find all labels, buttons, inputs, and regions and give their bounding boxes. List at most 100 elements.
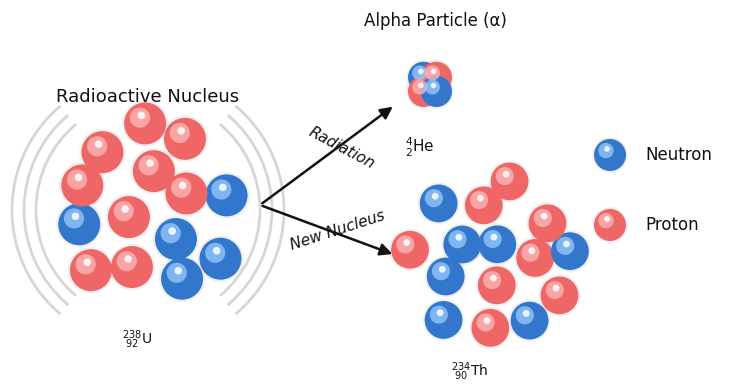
Circle shape xyxy=(511,302,548,339)
Circle shape xyxy=(413,66,428,80)
Text: $^{4}_{2}$He: $^{4}_{2}$He xyxy=(405,136,434,159)
Circle shape xyxy=(484,230,502,248)
Circle shape xyxy=(478,266,516,304)
Text: Alpha Particle (α): Alpha Particle (α) xyxy=(364,12,506,30)
Circle shape xyxy=(477,195,484,201)
Circle shape xyxy=(455,234,462,241)
Circle shape xyxy=(420,185,458,222)
Circle shape xyxy=(164,118,206,160)
Circle shape xyxy=(153,217,199,262)
Circle shape xyxy=(80,129,125,175)
Circle shape xyxy=(490,234,497,240)
Circle shape xyxy=(413,80,428,95)
Circle shape xyxy=(419,74,453,108)
Circle shape xyxy=(83,258,91,266)
Circle shape xyxy=(419,183,459,224)
Circle shape xyxy=(514,237,556,278)
Circle shape xyxy=(551,232,589,270)
Circle shape xyxy=(160,223,181,243)
Text: Proton: Proton xyxy=(645,216,699,234)
Circle shape xyxy=(432,193,439,200)
Circle shape xyxy=(211,179,232,200)
Circle shape xyxy=(430,69,436,74)
Circle shape xyxy=(59,163,105,208)
Circle shape xyxy=(56,201,102,247)
Circle shape xyxy=(439,266,446,273)
Circle shape xyxy=(421,76,452,107)
Circle shape xyxy=(213,247,220,254)
Circle shape xyxy=(408,76,440,107)
Circle shape xyxy=(496,167,514,185)
Circle shape xyxy=(425,256,466,297)
Circle shape xyxy=(442,224,483,265)
Circle shape xyxy=(219,184,226,191)
Circle shape xyxy=(563,240,570,247)
Circle shape xyxy=(161,258,203,300)
Circle shape xyxy=(546,281,564,299)
Circle shape xyxy=(604,146,610,152)
Circle shape xyxy=(155,218,197,260)
Circle shape xyxy=(516,306,534,324)
Circle shape xyxy=(425,66,440,80)
Circle shape xyxy=(198,236,243,281)
Circle shape xyxy=(146,159,154,167)
Circle shape xyxy=(75,174,82,181)
Circle shape xyxy=(108,196,150,238)
Circle shape xyxy=(465,186,503,224)
Circle shape xyxy=(539,275,580,316)
Circle shape xyxy=(406,61,440,94)
Circle shape xyxy=(423,300,464,340)
Circle shape xyxy=(166,263,187,283)
Circle shape xyxy=(124,102,166,144)
Circle shape xyxy=(529,247,536,254)
Circle shape xyxy=(408,62,440,93)
Circle shape xyxy=(490,275,496,281)
Circle shape xyxy=(448,230,466,248)
Circle shape xyxy=(523,310,530,317)
Circle shape xyxy=(534,209,552,227)
Circle shape xyxy=(521,244,539,262)
Circle shape xyxy=(427,257,464,295)
Circle shape xyxy=(443,225,482,263)
Circle shape xyxy=(133,150,175,192)
Circle shape xyxy=(162,116,208,161)
Circle shape xyxy=(392,231,429,269)
Circle shape xyxy=(592,208,627,242)
Circle shape xyxy=(111,246,153,288)
Circle shape xyxy=(178,127,185,135)
Circle shape xyxy=(70,249,112,291)
Circle shape xyxy=(64,208,84,229)
Circle shape xyxy=(406,74,440,108)
Circle shape xyxy=(529,205,566,242)
Circle shape xyxy=(72,213,80,220)
Circle shape xyxy=(594,139,626,171)
Circle shape xyxy=(87,136,107,156)
Circle shape xyxy=(76,254,96,274)
Circle shape xyxy=(122,205,129,213)
Circle shape xyxy=(110,244,154,290)
Circle shape xyxy=(516,239,554,277)
Circle shape xyxy=(206,243,225,263)
Circle shape xyxy=(424,189,443,207)
Circle shape xyxy=(67,169,87,190)
Circle shape xyxy=(489,161,530,202)
Circle shape xyxy=(418,69,424,74)
Circle shape xyxy=(478,225,516,263)
Circle shape xyxy=(425,80,440,95)
Circle shape xyxy=(598,143,613,158)
Circle shape xyxy=(122,101,168,146)
Text: $^{234}_{\ 90}$Th: $^{234}_{\ 90}$Th xyxy=(452,360,488,383)
Circle shape xyxy=(117,251,136,271)
Circle shape xyxy=(472,309,509,347)
Circle shape xyxy=(68,247,113,293)
Circle shape xyxy=(404,239,410,246)
Circle shape xyxy=(436,309,443,316)
Circle shape xyxy=(477,224,518,265)
Circle shape xyxy=(131,149,176,194)
Circle shape xyxy=(598,213,613,228)
Circle shape xyxy=(419,61,453,94)
Circle shape xyxy=(179,182,187,189)
Circle shape xyxy=(204,173,249,218)
Text: $^{238}_{\ 92}$U: $^{238}_{\ 92}$U xyxy=(122,328,152,350)
Circle shape xyxy=(62,164,104,207)
